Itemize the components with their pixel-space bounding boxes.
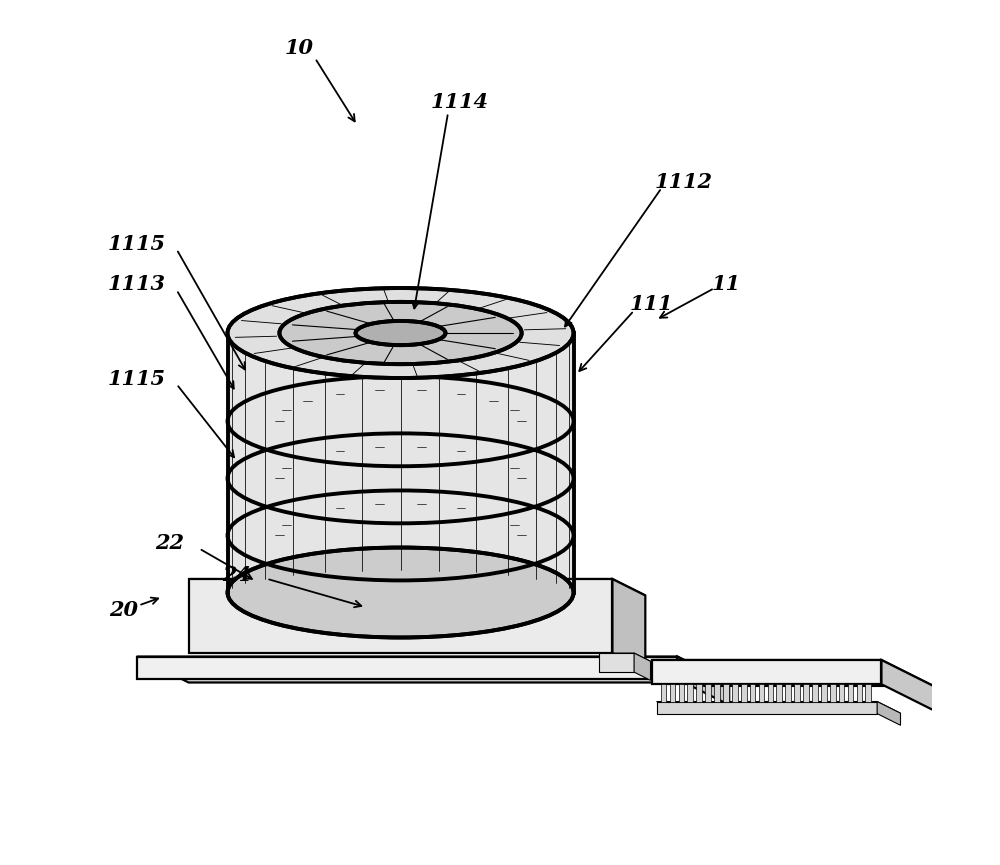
Text: 111: 111 — [630, 294, 673, 315]
Polygon shape — [732, 684, 738, 702]
Polygon shape — [812, 684, 818, 702]
Polygon shape — [839, 684, 844, 702]
Polygon shape — [612, 579, 645, 670]
Text: 1112: 1112 — [654, 171, 712, 192]
Ellipse shape — [356, 321, 446, 345]
Polygon shape — [228, 333, 574, 593]
Polygon shape — [865, 684, 871, 702]
Polygon shape — [803, 684, 809, 702]
Polygon shape — [794, 684, 800, 702]
Ellipse shape — [228, 288, 574, 378]
Text: 11: 11 — [712, 273, 741, 294]
Polygon shape — [830, 684, 836, 702]
Polygon shape — [696, 684, 702, 702]
Polygon shape — [877, 702, 900, 725]
Polygon shape — [670, 684, 675, 702]
Polygon shape — [821, 684, 827, 702]
Text: 1115: 1115 — [108, 234, 166, 254]
Polygon shape — [768, 684, 773, 702]
Polygon shape — [661, 684, 666, 702]
Text: 1113: 1113 — [108, 273, 166, 294]
Text: 24: 24 — [222, 565, 251, 586]
Polygon shape — [657, 702, 900, 713]
Polygon shape — [687, 684, 693, 702]
Polygon shape — [652, 660, 933, 686]
Ellipse shape — [228, 548, 574, 638]
Polygon shape — [599, 653, 634, 672]
Polygon shape — [857, 684, 862, 702]
Polygon shape — [137, 657, 677, 679]
Polygon shape — [714, 684, 720, 702]
Polygon shape — [848, 684, 853, 702]
Polygon shape — [137, 657, 729, 682]
Polygon shape — [741, 684, 747, 702]
Polygon shape — [776, 684, 782, 702]
Polygon shape — [677, 657, 729, 705]
Ellipse shape — [279, 302, 522, 364]
Polygon shape — [705, 684, 711, 702]
Polygon shape — [634, 653, 651, 680]
Text: 20: 20 — [109, 599, 138, 620]
Polygon shape — [657, 702, 877, 714]
Polygon shape — [599, 653, 651, 662]
Polygon shape — [679, 684, 684, 702]
Polygon shape — [723, 684, 729, 702]
Text: 10: 10 — [285, 37, 314, 58]
Text: 22: 22 — [155, 533, 184, 554]
Polygon shape — [189, 579, 612, 653]
Polygon shape — [881, 660, 933, 710]
Polygon shape — [652, 660, 881, 684]
Polygon shape — [750, 684, 755, 702]
Text: 1114: 1114 — [430, 92, 488, 112]
Polygon shape — [785, 684, 791, 702]
Polygon shape — [189, 579, 645, 595]
Text: 1115: 1115 — [108, 368, 166, 389]
Polygon shape — [759, 684, 764, 702]
